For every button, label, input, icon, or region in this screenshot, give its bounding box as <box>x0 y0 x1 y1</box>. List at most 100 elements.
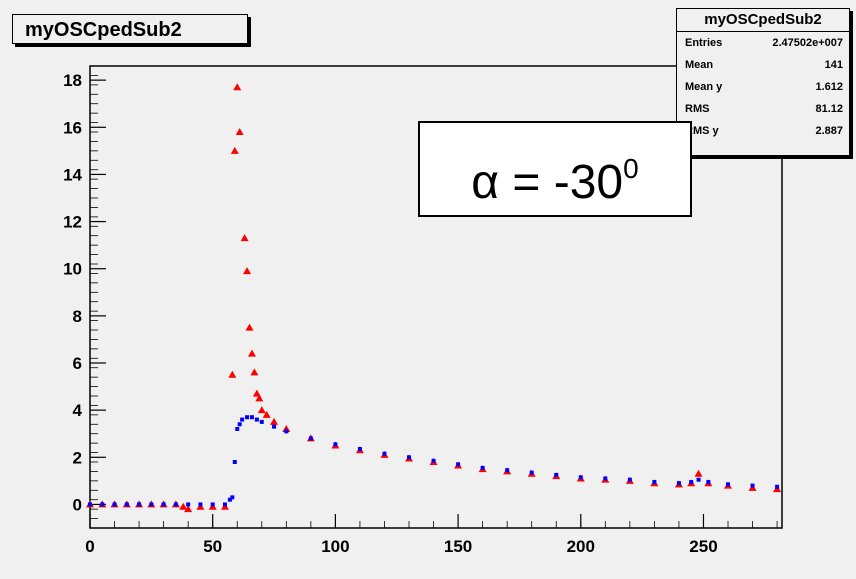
y-tick-label: 6 <box>73 354 82 373</box>
x-tick-label: 50 <box>203 537 222 556</box>
data-point-series-1 <box>696 477 701 482</box>
stats-label: Mean <box>685 59 714 71</box>
data-point-series-1 <box>554 472 559 477</box>
y-tick-label: 12 <box>63 213 82 232</box>
data-point-series-0 <box>262 410 271 418</box>
data-point-series-1 <box>198 502 203 507</box>
stats-value: 141 <box>824 59 843 71</box>
data-point-series-0 <box>255 394 264 402</box>
data-point-series-1 <box>357 447 362 452</box>
y-tick-label: 18 <box>63 71 82 90</box>
data-point-series-1 <box>149 502 154 507</box>
data-point-series-1 <box>456 462 461 467</box>
data-point-series-0 <box>228 370 237 378</box>
x-tick-label: 200 <box>567 537 595 556</box>
y-tick-label: 2 <box>73 448 82 467</box>
stats-value: 2.887 <box>815 125 843 137</box>
data-point-series-1 <box>382 451 387 456</box>
data-point-series-0 <box>694 469 703 477</box>
x-tick-label: 100 <box>321 537 349 556</box>
data-point-series-1 <box>272 424 277 429</box>
data-point-series-0 <box>235 128 244 135</box>
data-point-series-1 <box>112 502 117 507</box>
data-point-series-1 <box>88 502 92 507</box>
stats-label: RMS y <box>685 125 719 137</box>
data-point-series-1 <box>173 502 178 507</box>
data-point-series-1 <box>186 502 191 507</box>
data-point-series-1 <box>161 502 166 507</box>
stats-row: Mean 141 <box>677 54 849 76</box>
stats-label: Entries <box>685 37 723 49</box>
stats-value: 2.47502e+007 <box>772 37 843 49</box>
data-point-series-1 <box>431 458 436 463</box>
data-point-series-0 <box>250 368 259 376</box>
stats-title: myOSCpedSub2 <box>677 9 849 32</box>
data-point-series-1 <box>227 497 232 502</box>
stats-value: 1.612 <box>815 81 843 93</box>
y-tick-label: 14 <box>63 165 82 184</box>
data-point-series-1 <box>706 480 711 485</box>
stats-row: Mean y 1.612 <box>677 76 849 98</box>
data-point-series-1 <box>124 502 129 507</box>
data-point-series-1 <box>689 480 694 485</box>
data-point-series-1 <box>529 470 534 475</box>
y-tick-label: 16 <box>63 118 82 137</box>
data-point-series-1 <box>240 417 245 422</box>
data-point-series-1 <box>284 429 289 434</box>
data-point-series-1 <box>505 468 510 473</box>
data-point-series-1 <box>245 415 250 420</box>
x-tick-label: 150 <box>444 537 472 556</box>
data-point-series-1 <box>100 502 105 507</box>
data-point-series-1 <box>480 465 485 470</box>
data-point-series-1 <box>578 475 583 480</box>
data-point-series-1 <box>222 502 227 507</box>
stats-label: Mean y <box>685 81 723 93</box>
data-point-series-0 <box>247 349 256 357</box>
x-tick-label: 250 <box>689 537 717 556</box>
data-point-series-0 <box>252 389 261 397</box>
data-point-series-1 <box>676 481 681 486</box>
data-point-series-1 <box>230 495 235 500</box>
data-point-series-0 <box>240 234 249 242</box>
stats-value: 81.12 <box>815 103 843 115</box>
data-point-series-0 <box>184 505 193 513</box>
y-tick-label: 10 <box>63 260 82 279</box>
data-point-series-1 <box>249 415 254 420</box>
data-point-series-1 <box>137 502 142 507</box>
angle-annotation: α = -300 <box>418 121 692 217</box>
data-point-series-1 <box>726 482 731 487</box>
data-point-series-1 <box>407 455 412 460</box>
data-point-series-1 <box>210 502 215 507</box>
y-tick-label: 8 <box>73 307 82 326</box>
angle-text: α = -30 <box>471 156 624 209</box>
stats-row: RMS y 2.887 <box>677 120 849 142</box>
stats-rows: Entries 2.47502e+007 Mean 141 Mean y 1.612 RMS… <box>677 32 849 142</box>
angle-superscript: 0 <box>623 153 639 184</box>
data-point-series-0 <box>270 417 279 425</box>
data-point-series-1 <box>750 483 755 488</box>
data-point-series-1 <box>775 484 780 489</box>
data-point-series-0 <box>257 406 266 414</box>
data-point-series-1 <box>333 442 338 447</box>
data-point-series-0 <box>245 323 254 331</box>
data-point-series-1 <box>603 476 608 481</box>
stats-row: RMS 81.12 <box>677 98 849 120</box>
data-point-series-0 <box>230 146 239 154</box>
x-tick-label: 0 <box>85 537 94 556</box>
stats-label: RMS <box>685 103 710 115</box>
data-point-series-0 <box>179 502 188 510</box>
data-point-series-1 <box>232 460 237 464</box>
stats-box: myOSCpedSub2 Entries 2.47502e+007 Mean 141 M… <box>676 8 850 156</box>
data-point-series-1 <box>627 477 632 482</box>
data-point-series-1 <box>652 480 657 485</box>
histogram-title: myOSCpedSub2 <box>12 14 248 44</box>
y-tick-label: 4 <box>73 401 83 420</box>
data-point-series-0 <box>243 267 252 275</box>
y-tick-label: 0 <box>73 495 82 514</box>
stats-row: Entries 2.47502e+007 <box>677 32 849 54</box>
data-point-series-1 <box>308 436 313 441</box>
data-point-series-1 <box>259 419 264 424</box>
data-point-series-1 <box>237 422 242 427</box>
data-point-series-0 <box>233 83 242 91</box>
data-point-series-1 <box>254 417 259 422</box>
